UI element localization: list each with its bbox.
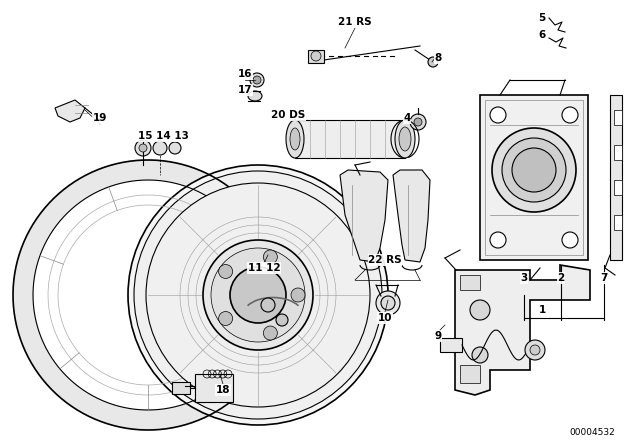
Bar	[460, 365, 480, 383]
Circle shape	[276, 314, 288, 326]
Circle shape	[376, 291, 400, 315]
Ellipse shape	[399, 127, 411, 151]
Text: 18: 18	[216, 385, 230, 395]
Circle shape	[264, 250, 277, 264]
Circle shape	[381, 296, 395, 310]
Ellipse shape	[248, 91, 262, 101]
Ellipse shape	[290, 128, 300, 150]
Bar	[480, 95, 588, 260]
Bar	[295, 120, 405, 158]
Bar	[614, 110, 622, 125]
Bar	[195, 374, 233, 402]
Ellipse shape	[395, 120, 415, 158]
Bar	[614, 145, 622, 160]
Text: 9: 9	[435, 331, 442, 341]
Text: 21 RS: 21 RS	[338, 17, 372, 27]
Circle shape	[250, 73, 264, 87]
Circle shape	[502, 138, 566, 202]
Text: 4: 4	[403, 113, 411, 123]
Circle shape	[410, 114, 426, 130]
Circle shape	[470, 300, 490, 320]
Polygon shape	[393, 170, 430, 262]
Circle shape	[203, 240, 313, 350]
Text: 1: 1	[538, 305, 546, 315]
Circle shape	[146, 183, 370, 407]
Circle shape	[264, 326, 277, 340]
Polygon shape	[610, 95, 622, 260]
Circle shape	[311, 51, 321, 61]
Circle shape	[414, 118, 422, 126]
Bar	[172, 382, 190, 394]
Bar	[614, 215, 622, 230]
Text: 16: 16	[237, 69, 252, 79]
Circle shape	[211, 248, 305, 342]
Circle shape	[261, 298, 275, 312]
Text: 11 12: 11 12	[248, 263, 280, 273]
Circle shape	[562, 107, 578, 123]
Circle shape	[230, 267, 286, 323]
Text: 5: 5	[538, 13, 546, 23]
Bar	[485, 100, 583, 255]
Circle shape	[490, 232, 506, 248]
Bar	[440, 338, 462, 352]
Circle shape	[562, 232, 578, 248]
Polygon shape	[455, 265, 590, 395]
Bar	[308, 50, 324, 63]
Circle shape	[428, 57, 438, 67]
Circle shape	[490, 107, 506, 123]
Circle shape	[169, 142, 181, 154]
Text: 8: 8	[435, 53, 442, 63]
Text: 3: 3	[520, 273, 527, 283]
Text: 2: 2	[557, 273, 564, 283]
Circle shape	[472, 347, 488, 363]
Circle shape	[530, 345, 540, 355]
Circle shape	[291, 288, 305, 302]
Circle shape	[139, 144, 147, 152]
Circle shape	[134, 171, 382, 419]
Circle shape	[219, 264, 232, 279]
Circle shape	[253, 76, 261, 84]
Bar	[460, 275, 480, 290]
Polygon shape	[340, 170, 388, 262]
Circle shape	[153, 141, 167, 155]
Text: 00004532: 00004532	[569, 427, 615, 436]
Circle shape	[492, 128, 576, 212]
Circle shape	[135, 140, 151, 156]
Text: 20 DS: 20 DS	[271, 110, 305, 120]
Text: 6: 6	[538, 30, 546, 40]
Text: 15 14 13: 15 14 13	[138, 131, 188, 141]
Polygon shape	[55, 100, 85, 122]
Circle shape	[128, 165, 388, 425]
Ellipse shape	[286, 120, 304, 158]
Text: 19: 19	[93, 113, 107, 123]
Polygon shape	[13, 160, 252, 430]
Bar	[614, 180, 622, 195]
Text: 17: 17	[237, 85, 252, 95]
Circle shape	[219, 311, 232, 326]
Text: 22 RS: 22 RS	[368, 255, 402, 265]
Text: 10: 10	[378, 313, 392, 323]
Text: 7: 7	[600, 273, 608, 283]
Circle shape	[512, 148, 556, 192]
Circle shape	[525, 340, 545, 360]
